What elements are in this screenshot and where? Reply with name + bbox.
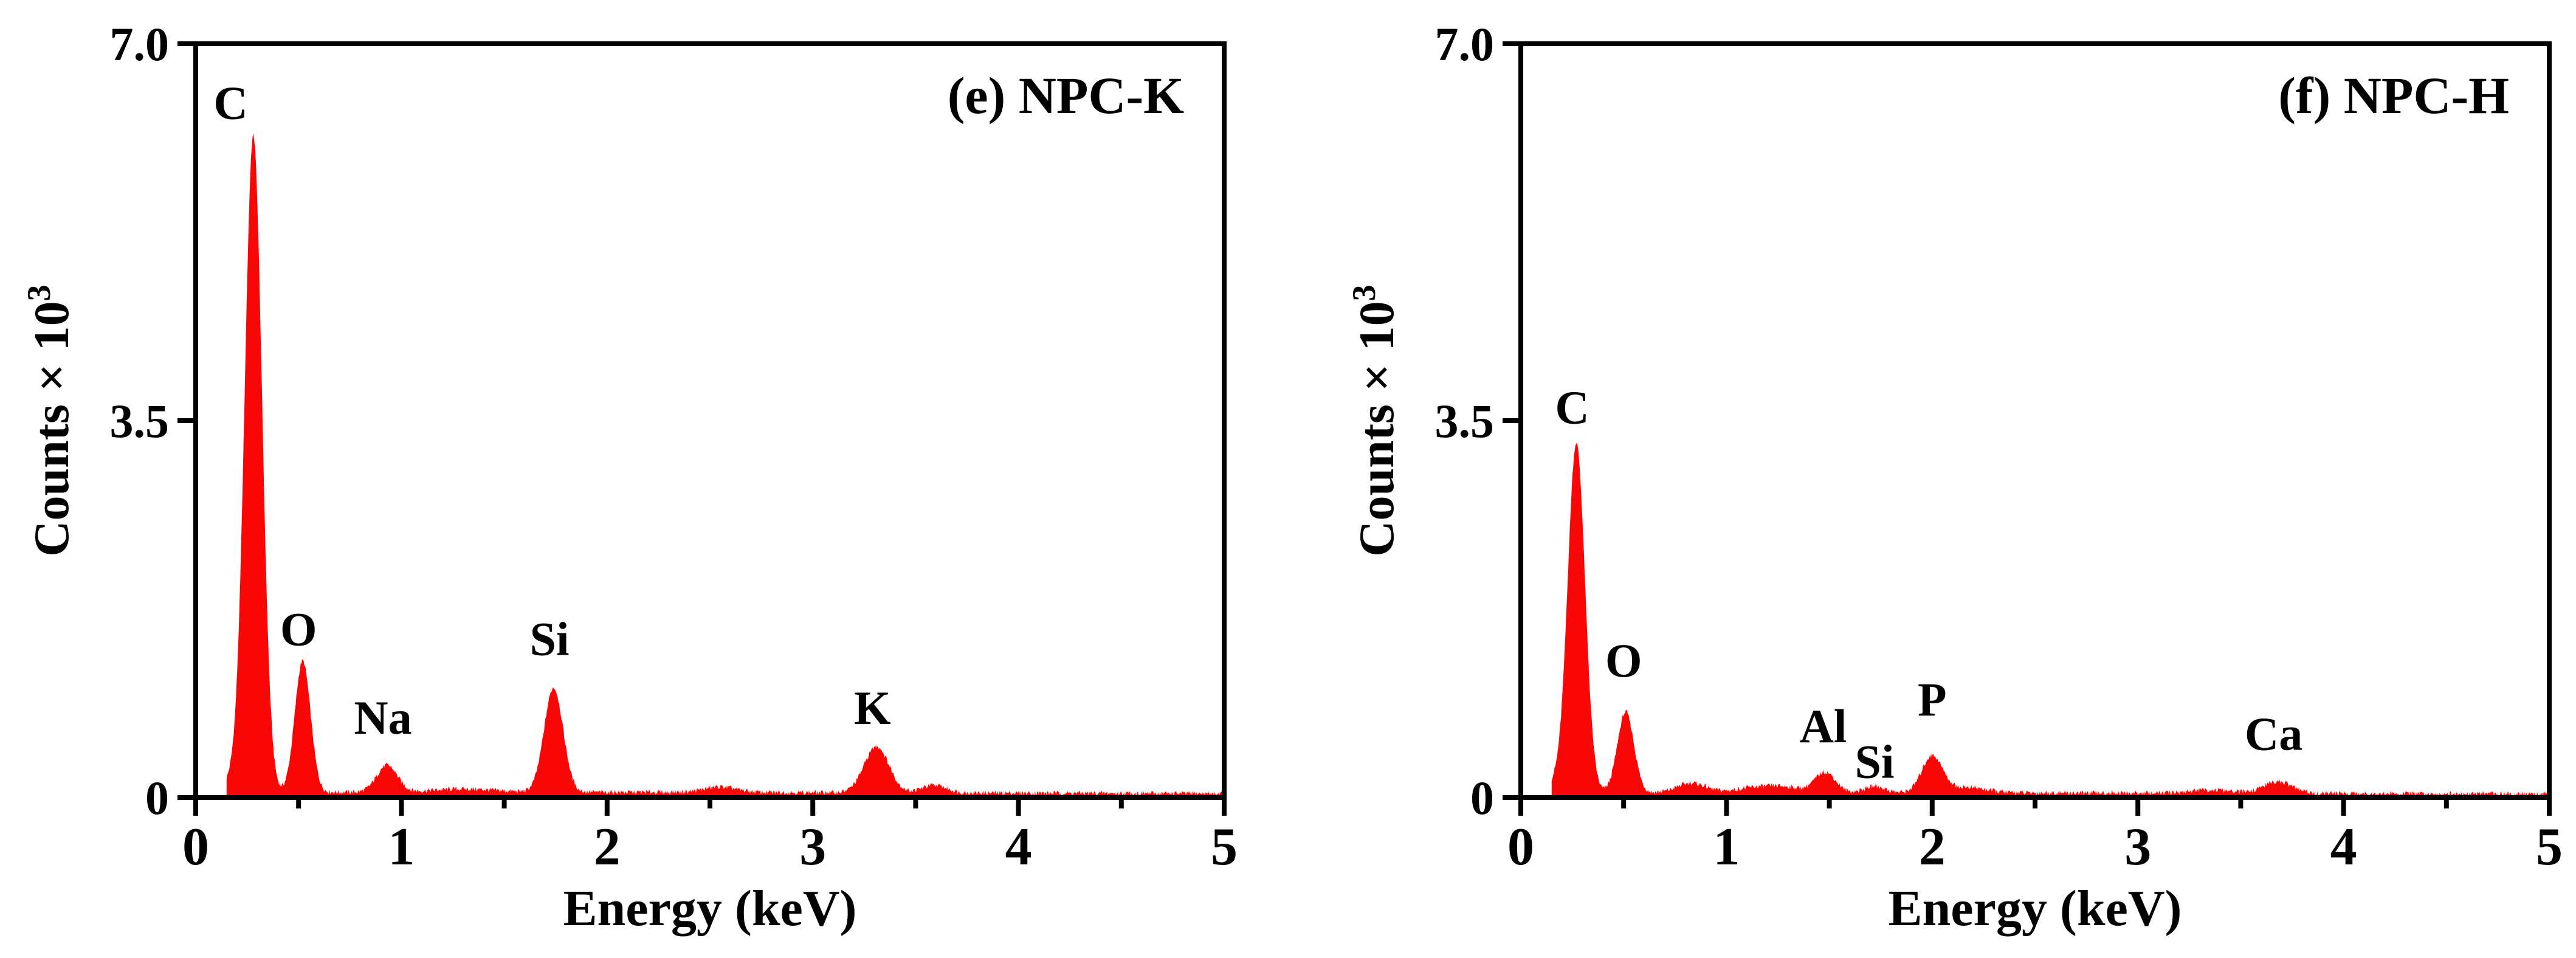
x-axis-tick-label: 4 xyxy=(1005,818,1032,877)
y-axis-tick-label: 3.5 xyxy=(110,395,170,447)
x-axis-tick-label: 5 xyxy=(1211,818,1238,877)
y-axis-tick-label: 7.0 xyxy=(110,18,170,71)
x-axis-tick-label: 1 xyxy=(388,818,415,877)
panel-label-f: (f) NPC-H xyxy=(2278,66,2509,125)
peak-label-c-e: C xyxy=(213,76,247,129)
y-axis-tick-label: 3.5 xyxy=(1435,395,1495,447)
peak-label-k-e: K xyxy=(854,681,891,734)
y-axis-title-e: Counts × 103 xyxy=(21,284,79,556)
x-axis-tick-label: 2 xyxy=(594,818,621,877)
x-axis-tick-label: 0 xyxy=(1507,818,1534,877)
x-axis-tick-label: 1 xyxy=(1713,818,1740,877)
x-axis-tick-label: 5 xyxy=(2536,818,2563,877)
peak-label-si-f: Si xyxy=(1855,736,1895,788)
x-axis-title-e: Energy (keV) xyxy=(563,880,857,937)
plot-box-f xyxy=(1518,41,2552,800)
y-axis-tick-label: 7.0 xyxy=(1435,18,1495,71)
peak-label-ca-f: Ca xyxy=(2245,707,2302,760)
spectrum-area-f xyxy=(1551,442,2549,798)
y-axis-title-exponent: 3 xyxy=(1346,284,1382,301)
y-axis-tick-label: 0 xyxy=(1470,771,1494,824)
panel-label-e: (e) NPC-K xyxy=(948,66,1184,125)
peak-label-na-e: Na xyxy=(354,691,412,744)
y-axis-title-f: Counts × 103 xyxy=(1346,284,1404,556)
x-axis-tick-label: 0 xyxy=(182,818,209,877)
y-axis-title-base: Counts × 10 xyxy=(1349,301,1404,556)
x-axis-tick-label: 4 xyxy=(2330,818,2357,877)
peak-label-o-f: O xyxy=(1605,634,1642,687)
peak-label-p-f: P xyxy=(1918,673,1947,726)
peak-label-si-e: Si xyxy=(530,613,570,666)
peak-label-c-f: C xyxy=(1555,381,1589,434)
peak-label-al-f: Al xyxy=(1799,700,1847,753)
x-axis-tick-label: 3 xyxy=(799,818,826,877)
x-axis-tick-label: 3 xyxy=(2124,818,2151,877)
plot-box-e xyxy=(193,41,1227,800)
y-axis-tick-label: 0 xyxy=(145,771,169,824)
x-axis-title-f: Energy (keV) xyxy=(1889,880,2182,937)
y-axis-title-exponent: 3 xyxy=(21,284,57,301)
y-axis-title-base: Counts × 10 xyxy=(24,301,79,556)
x-axis-tick-label: 2 xyxy=(1919,818,1946,877)
peak-label-o-e: O xyxy=(280,603,317,656)
